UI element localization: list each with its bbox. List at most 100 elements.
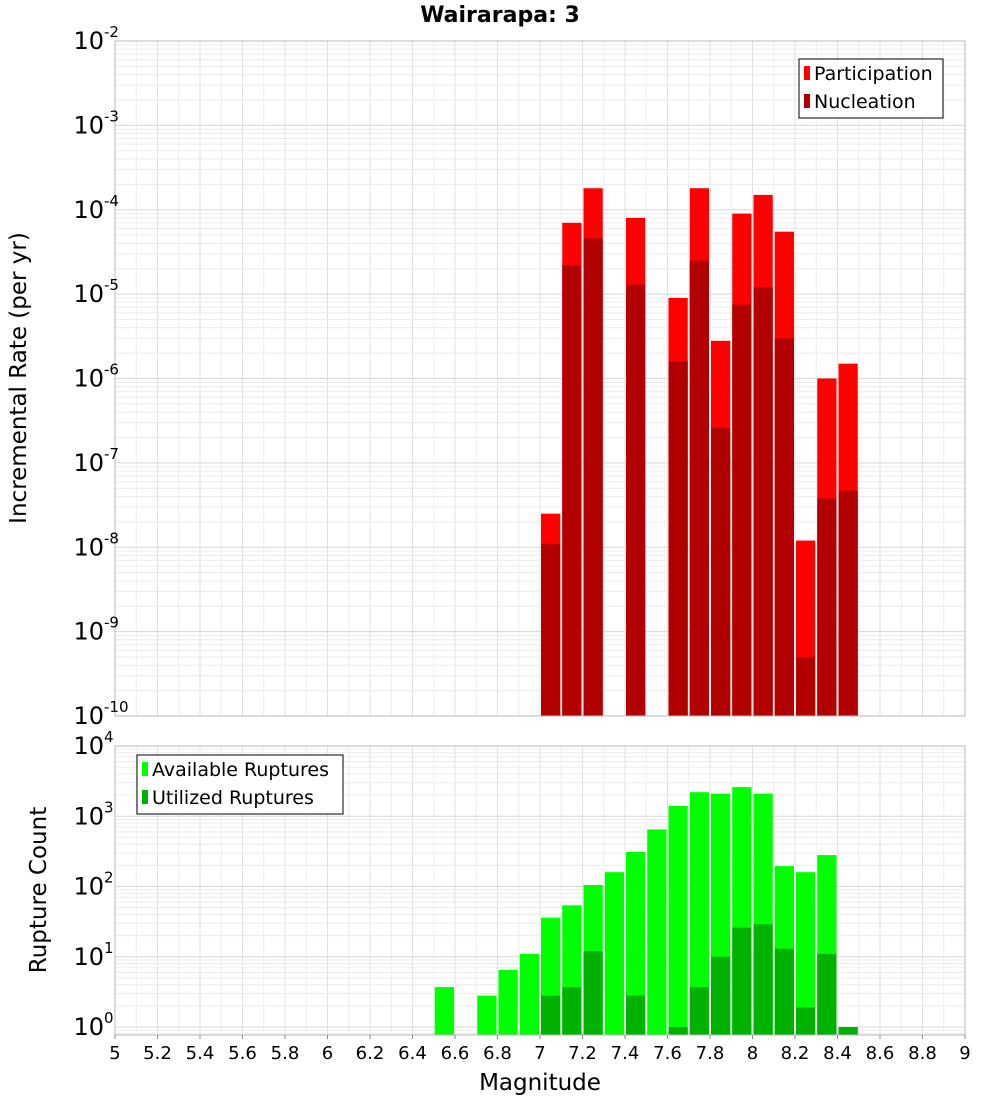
- x-axis-label: Magnitude: [479, 1070, 601, 1096]
- bottom-legend-swatch: [142, 790, 148, 804]
- top-bar: [753, 287, 773, 716]
- x-tick-label: 6.2: [356, 1043, 385, 1064]
- x-tick-label: 6.4: [398, 1043, 427, 1064]
- bottom-bar: [519, 953, 539, 1035]
- top-y-tick-exponent: -2: [104, 23, 119, 41]
- top-bar: [774, 338, 794, 716]
- bottom-y-axis-label: Rupture Count: [26, 807, 52, 973]
- x-tick-label: 7: [534, 1043, 545, 1064]
- top-y-tick-label: 10: [73, 702, 104, 730]
- top-legend-swatch: [804, 66, 810, 80]
- x-tick-label: 5.4: [186, 1043, 215, 1064]
- top-y-tick-label: 10: [73, 196, 104, 224]
- bottom-bar: [689, 987, 709, 1035]
- top-bar: [838, 490, 858, 716]
- bottom-bar: [668, 1027, 688, 1035]
- bottom-bar: [689, 792, 709, 1035]
- top-y-tick-label: 10: [73, 533, 104, 561]
- x-tick-label: 6.8: [483, 1043, 512, 1064]
- top-y-tick-exponent: -10: [104, 698, 129, 716]
- bottom-bar: [626, 851, 646, 1035]
- bottom-bar: [647, 829, 667, 1035]
- bottom-y-tick-exponent: 4: [104, 728, 114, 746]
- x-tick-label: 7.2: [568, 1043, 597, 1064]
- top-plot-frame: [114, 40, 966, 717]
- top-bar: [541, 543, 561, 716]
- bottom-y-tick-label: 10: [73, 1013, 104, 1041]
- top-y-tick-exponent: -4: [104, 192, 119, 210]
- top-bar: [562, 265, 582, 716]
- bottom-bar: [774, 948, 794, 1035]
- x-tick-label: 8.6: [866, 1043, 895, 1064]
- top-y-tick-exponent: -6: [104, 361, 119, 379]
- bottom-series-front: [541, 924, 858, 1035]
- top-bar: [817, 498, 837, 716]
- top-grid: [114, 41, 966, 717]
- bottom-legend-swatch: [142, 762, 148, 776]
- bottom-y-tick-exponent: 3: [104, 798, 114, 816]
- bottom-y-tick-label: 10: [73, 873, 104, 901]
- bottom-bar: [541, 995, 561, 1035]
- x-tick-label: 5.6: [228, 1043, 257, 1064]
- x-tick-label: 9: [959, 1043, 970, 1064]
- x-tick-label: 8.8: [908, 1043, 937, 1064]
- top-legend-label: Nucleation: [814, 91, 916, 113]
- bottom-bar: [477, 995, 497, 1035]
- bottom-y-tick-label: 10: [73, 802, 104, 830]
- x-tick-label: 5.8: [271, 1043, 300, 1064]
- bottom-bar: [796, 872, 816, 1035]
- bottom-y-tick-exponent: 2: [104, 869, 114, 887]
- bottom-legend-box: [136, 754, 344, 815]
- x-tick-label: 8.4: [823, 1043, 852, 1064]
- bottom-bar: [732, 927, 752, 1035]
- x-tick-label: 8: [747, 1043, 758, 1064]
- top-y-axis-label: Incremental Rate (per yr): [6, 232, 32, 524]
- bottom-bar: [668, 805, 688, 1035]
- bottom-bar: [817, 953, 837, 1035]
- bottom-bar: [562, 987, 582, 1035]
- top-series-front: [541, 238, 858, 716]
- top-y-tick-label: 10: [73, 27, 104, 55]
- bottom-y-tick-label: 10: [73, 732, 104, 760]
- bottom-y-tick-exponent: 1: [104, 939, 114, 957]
- top-y-tick-exponent: -8: [104, 529, 119, 547]
- x-tick-label: 7.6: [653, 1043, 682, 1064]
- bottom-bar: [583, 951, 603, 1035]
- top-y-tick-label: 10: [73, 280, 104, 308]
- top-y-tick-exponent: -3: [104, 107, 119, 125]
- bottom-y-tick-exponent: 0: [104, 1009, 114, 1027]
- top-bar: [796, 657, 816, 716]
- bottom-y-tick-label: 10: [73, 943, 104, 971]
- x-tick-label: 8.2: [781, 1043, 810, 1064]
- bottom-legend: Available Ruptures Utilized Ruptures: [136, 754, 344, 815]
- top-y-tick-exponent: -9: [104, 614, 119, 632]
- bottom-bar: [711, 956, 731, 1035]
- top-legend-label: Participation: [814, 63, 933, 85]
- top-y-tick-label: 10: [73, 111, 104, 139]
- top-y-tick-exponent: -5: [104, 276, 119, 294]
- bottom-bar: [796, 1007, 816, 1035]
- x-tick-label: 7.4: [611, 1043, 640, 1064]
- bottom-bar: [498, 969, 518, 1035]
- top-y-tick-exponent: -7: [104, 445, 119, 463]
- top-legend: Participation Nucleation: [798, 58, 944, 119]
- bottom-legend-label: Available Ruptures: [152, 759, 329, 781]
- top-bar: [711, 427, 731, 716]
- x-tick-label: 5: [109, 1043, 120, 1064]
- x-tick-label: 5.2: [143, 1043, 172, 1064]
- top-bar: [732, 304, 752, 716]
- top-legend-box: [798, 58, 944, 119]
- x-tick-label: 6.6: [441, 1043, 470, 1064]
- top-legend-swatch: [804, 94, 810, 108]
- bottom-bar: [626, 995, 646, 1035]
- bottom-bar: [604, 872, 624, 1035]
- bottom-legend-label: Utilized Ruptures: [152, 787, 314, 809]
- chart-title: Wairarapa: 3: [420, 3, 580, 28]
- top-bar: [583, 238, 603, 716]
- bottom-bar: [753, 924, 773, 1035]
- x-tick-label: 7.8: [696, 1043, 725, 1064]
- top-bar: [668, 361, 688, 716]
- bottom-bar: [434, 987, 454, 1035]
